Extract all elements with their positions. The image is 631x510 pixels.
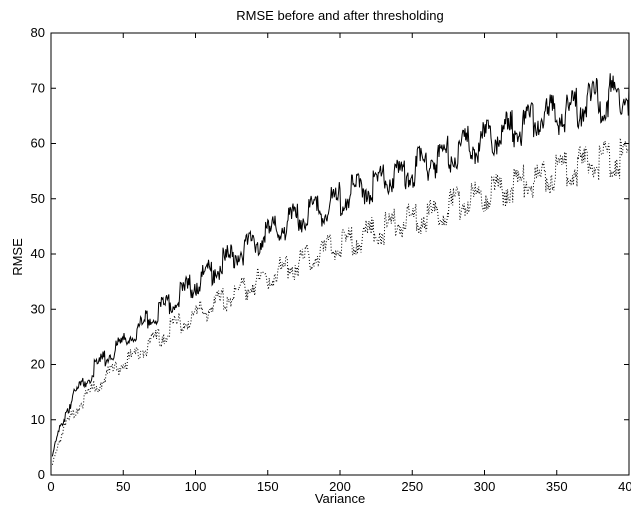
plot-frame (50, 32, 630, 476)
x-tick-label: 350 (546, 479, 568, 494)
x-tick-label: 400 (618, 479, 631, 494)
y-tick-label: 50 (31, 191, 45, 206)
x-tick-label: 100 (185, 479, 207, 494)
series-line-dotted (51, 138, 630, 465)
x-tick-label: 250 (401, 479, 423, 494)
y-tick-label: 30 (31, 301, 45, 316)
series-line-solid (51, 73, 630, 457)
y-tick-label: 40 (31, 246, 45, 261)
x-tick-label: 0 (47, 479, 54, 494)
chart-title: RMSE before and after thresholding (236, 8, 443, 23)
y-tick-label: 10 (31, 412, 45, 427)
x-tick-label: 200 (329, 479, 351, 494)
x-tick-label: 50 (116, 479, 130, 494)
y-tick-label: 20 (31, 357, 45, 372)
y-tick-label: 60 (31, 136, 45, 151)
y-tick-label: 70 (31, 80, 45, 95)
y-axis-label: RMSE (10, 238, 25, 276)
x-tick-label: 150 (257, 479, 279, 494)
y-tick-label: 0 (38, 467, 45, 482)
x-tick-label: 300 (474, 479, 496, 494)
y-tick-label: 80 (31, 25, 45, 40)
series-layer (51, 73, 630, 465)
ticks-layer: 0 50 100 150 200 250 300 350 400 0 10 20 30 40 50 60 70 8… (31, 25, 631, 494)
x-axis-label: Variance (315, 491, 365, 506)
